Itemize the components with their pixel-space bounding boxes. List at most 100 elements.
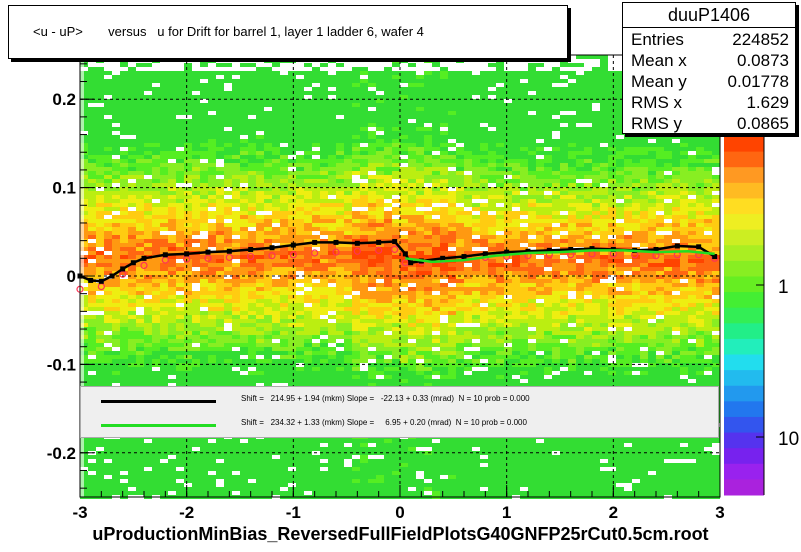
heatmap-cell bbox=[448, 75, 456, 79]
heatmap-cell bbox=[288, 363, 296, 367]
heatmap-cell bbox=[456, 87, 464, 91]
heatmap-cell bbox=[160, 327, 168, 331]
heatmap-cell bbox=[384, 439, 392, 443]
heatmap-cell bbox=[304, 487, 312, 491]
heatmap-cell bbox=[120, 343, 128, 347]
heatmap-cell bbox=[464, 99, 472, 103]
heatmap-cell bbox=[168, 351, 176, 355]
heatmap-cell bbox=[248, 331, 256, 335]
heatmap-cell bbox=[264, 159, 272, 163]
heatmap-cell bbox=[360, 211, 368, 215]
heatmap-cell bbox=[352, 115, 360, 119]
heatmap-cell bbox=[216, 367, 224, 371]
heatmap-cell bbox=[360, 243, 368, 247]
heatmap-cell bbox=[264, 251, 272, 255]
heatmap-cell bbox=[152, 331, 160, 335]
heatmap-cell bbox=[272, 359, 280, 363]
heatmap-cell bbox=[208, 179, 216, 183]
heatmap-cell bbox=[432, 243, 440, 247]
heatmap-cell bbox=[296, 235, 304, 239]
heatmap-cell bbox=[456, 291, 464, 295]
heatmap-cell bbox=[272, 467, 280, 471]
heatmap-cell bbox=[400, 59, 408, 63]
heatmap-cell bbox=[368, 147, 376, 151]
heatmap-cell bbox=[352, 119, 360, 123]
heatmap-cell bbox=[344, 331, 352, 335]
heatmap-cell bbox=[464, 235, 472, 239]
heatmap-cell bbox=[352, 295, 360, 299]
heatmap-cell bbox=[88, 111, 96, 115]
heatmap-cell bbox=[280, 59, 288, 63]
heatmap-cell bbox=[320, 447, 328, 451]
heatmap-cell bbox=[96, 263, 104, 267]
heatmap-cell bbox=[216, 115, 224, 119]
heatmap-cell bbox=[96, 119, 104, 123]
heatmap-cell bbox=[272, 459, 280, 463]
heatmap-cell bbox=[184, 311, 192, 315]
heatmap-cell bbox=[312, 175, 320, 179]
heatmap-cell bbox=[248, 207, 256, 211]
heatmap-cell bbox=[264, 235, 272, 239]
heatmap-cell bbox=[160, 487, 168, 491]
heatmap-cell bbox=[120, 123, 128, 127]
heatmap-cell bbox=[288, 195, 296, 199]
heatmap-cell bbox=[192, 219, 200, 223]
heatmap-cell bbox=[368, 459, 376, 463]
heatmap-cell bbox=[144, 219, 152, 223]
heatmap-cell bbox=[296, 91, 304, 95]
heatmap-cell bbox=[440, 175, 448, 179]
heatmap-cell bbox=[440, 339, 448, 343]
heatmap-cell bbox=[208, 127, 216, 131]
heatmap-cell bbox=[160, 83, 168, 87]
heatmap-cell bbox=[472, 139, 480, 143]
heatmap-cell bbox=[312, 487, 320, 491]
heatmap-cell bbox=[440, 459, 448, 463]
heatmap-cell bbox=[408, 87, 416, 91]
heatmap-cell bbox=[104, 219, 112, 223]
heatmap-cell bbox=[352, 215, 360, 219]
heatmap-cell bbox=[392, 471, 400, 475]
heatmap-cell bbox=[464, 271, 472, 275]
heatmap-cell bbox=[400, 199, 408, 203]
heatmap-cell bbox=[200, 247, 208, 251]
heatmap-cell bbox=[304, 219, 312, 223]
heatmap-cell bbox=[104, 99, 112, 103]
heatmap-cell bbox=[448, 99, 456, 103]
heatmap-cell bbox=[368, 187, 376, 191]
heatmap-cell bbox=[256, 87, 264, 91]
heatmap-cell bbox=[104, 311, 112, 315]
heatmap-cell bbox=[176, 103, 184, 107]
heatmap-cell bbox=[376, 135, 384, 139]
heatmap-cell bbox=[152, 147, 160, 151]
heatmap-cell bbox=[328, 371, 336, 375]
heatmap-cell bbox=[464, 143, 472, 147]
heatmap-cell bbox=[88, 327, 96, 331]
heatmap-cell bbox=[424, 135, 432, 139]
heatmap-cell bbox=[472, 151, 480, 155]
heatmap-cell bbox=[192, 311, 200, 315]
heatmap-cell bbox=[288, 267, 296, 271]
heatmap-cell bbox=[280, 199, 288, 203]
heatmap-cell bbox=[88, 83, 96, 87]
heatmap-cell bbox=[376, 223, 384, 227]
heatmap-cell bbox=[376, 475, 384, 479]
heatmap-cell bbox=[320, 167, 328, 171]
heatmap-cell bbox=[384, 87, 392, 91]
heatmap-cell bbox=[464, 239, 472, 243]
heatmap-cell bbox=[384, 323, 392, 327]
heatmap-cell bbox=[216, 447, 224, 451]
heatmap-cell bbox=[192, 183, 200, 187]
heatmap-cell bbox=[168, 279, 176, 283]
heatmap-cell bbox=[232, 107, 240, 111]
heatmap-cell bbox=[312, 355, 320, 359]
heatmap-cell bbox=[136, 179, 144, 183]
heatmap-cell bbox=[120, 315, 128, 319]
heatmap-cell bbox=[312, 439, 320, 443]
heatmap-cell bbox=[128, 283, 136, 287]
heatmap-cell bbox=[160, 311, 168, 315]
heatmap-cell bbox=[408, 459, 416, 463]
heatmap-cell bbox=[96, 295, 104, 299]
heatmap-cell bbox=[384, 347, 392, 351]
heatmap-cell bbox=[88, 479, 96, 483]
heatmap-cell bbox=[376, 371, 384, 375]
